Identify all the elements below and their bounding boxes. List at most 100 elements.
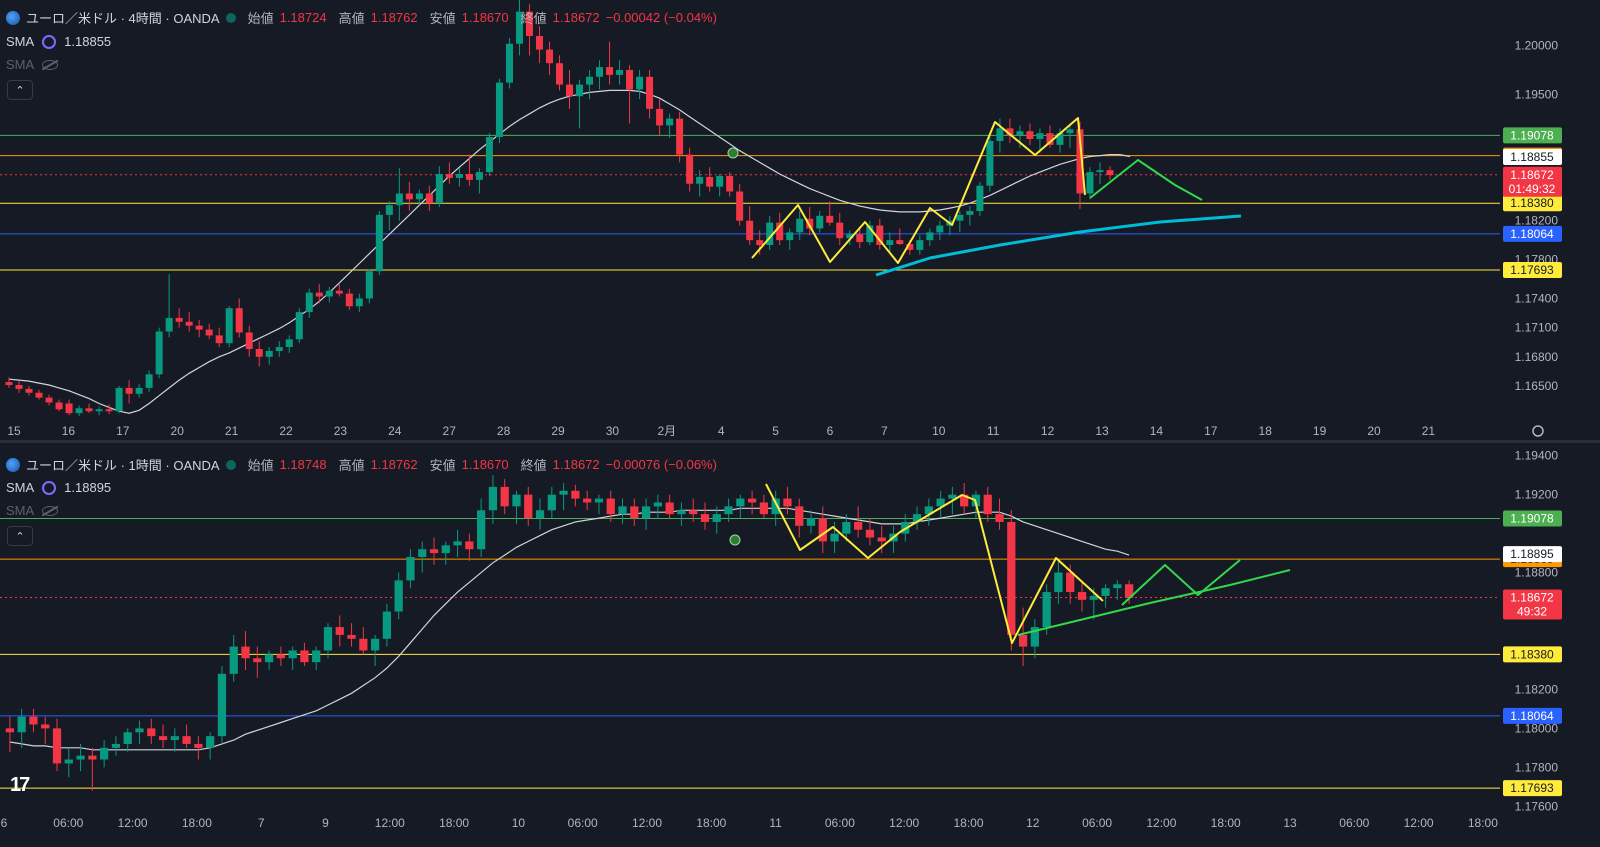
price-badge — [1503, 646, 1562, 663]
candle-body — [766, 222, 774, 245]
candle-body — [771, 498, 780, 515]
candle-body — [948, 494, 957, 499]
price-badge — [1503, 166, 1562, 197]
candle-body — [205, 329, 213, 336]
candle — [618, 498, 627, 524]
candle — [415, 189, 423, 206]
candle — [475, 168, 483, 194]
candle — [806, 207, 814, 236]
candle — [535, 26, 543, 64]
candle-body — [385, 205, 393, 215]
sma-value: 1.18855 — [64, 34, 112, 49]
candle-body — [135, 728, 144, 733]
candle — [165, 274, 173, 338]
candle — [85, 403, 93, 414]
sma-label: SMA — [6, 34, 35, 49]
symbol-title[interactable]: ユーロ／米ドル · 4時間 · OANDA — [26, 11, 220, 26]
candle-body — [776, 222, 784, 241]
candle-body — [29, 716, 38, 725]
x-tick-label: 18:00 — [1468, 816, 1498, 830]
candle — [100, 740, 109, 768]
candle — [395, 168, 403, 221]
sma2-indicator-top[interactable]: SMA — [6, 57, 59, 72]
candle — [856, 226, 864, 248]
high-value: 1.18762 — [370, 457, 418, 472]
sma-indicator-bottom[interactable]: SMA 1.18895 — [6, 480, 111, 495]
candle — [111, 736, 121, 756]
x-tick-label: 11 — [769, 816, 782, 830]
candle — [435, 166, 443, 208]
collapse-legend-button[interactable]: ⌃ — [7, 526, 33, 546]
candle-body — [312, 650, 321, 663]
x-tick-label: 20 — [1367, 424, 1381, 438]
x-tick-label: 18:00 — [696, 816, 726, 830]
candle — [796, 210, 804, 241]
event-marker-icon — [729, 534, 741, 546]
sma-settings-icon[interactable] — [42, 480, 57, 495]
x-tick-label: 11 — [987, 424, 1000, 438]
price-badge-label: 1.17693 — [1510, 263, 1554, 277]
price-badge-label: 1.18380 — [1510, 647, 1554, 661]
candle — [886, 232, 894, 252]
candle — [345, 288, 353, 311]
candle-body — [736, 191, 744, 221]
x-tick-label: 18 — [1259, 424, 1273, 438]
candle — [5, 716, 15, 752]
sma2-indicator-bottom[interactable]: SMA — [6, 503, 59, 518]
candle — [95, 406, 103, 416]
candle-body — [335, 290, 343, 294]
sma-indicator-top[interactable]: SMA 1.18855 — [6, 34, 111, 49]
candle — [194, 736, 203, 760]
candle-body — [41, 724, 50, 729]
candle — [253, 646, 262, 678]
candle — [29, 708, 38, 733]
candle-body — [155, 331, 163, 375]
candle — [759, 494, 769, 519]
candle — [145, 370, 153, 392]
x-tick-label: 06:00 — [825, 816, 855, 830]
settings-gear-icon[interactable] — [1532, 425, 1544, 437]
hidden-eye-icon[interactable] — [42, 59, 59, 70]
collapse-legend-button[interactable]: ⌃ — [7, 80, 33, 100]
candle — [926, 228, 934, 246]
candle — [846, 230, 854, 245]
candle-body — [17, 716, 26, 733]
candle-body — [255, 349, 263, 357]
candle — [877, 525, 886, 554]
sma-settings-icon[interactable] — [42, 34, 57, 49]
drawn-trendline-cyan — [875, 214, 1242, 277]
candle-body — [375, 214, 383, 272]
hidden-eye-icon[interactable] — [42, 505, 59, 516]
candle — [88, 747, 97, 791]
candle-body — [418, 549, 427, 557]
candle — [370, 634, 380, 667]
candle — [125, 380, 133, 404]
candle — [706, 167, 714, 192]
candle — [583, 490, 592, 511]
candle-body — [245, 332, 253, 350]
candle-body — [125, 387, 133, 394]
symbol-title[interactable]: ユーロ／米ドル · 1時間 · OANDA — [26, 458, 220, 473]
candle — [35, 389, 43, 400]
candle-body — [65, 403, 73, 414]
candle-body — [453, 541, 462, 546]
candle-body — [726, 175, 734, 192]
candle-body — [616, 70, 624, 75]
candle-body — [415, 193, 423, 200]
candle — [135, 384, 143, 398]
candle-body — [123, 732, 132, 744]
candle — [355, 293, 363, 313]
candle-body — [535, 35, 543, 50]
candle-body — [135, 387, 143, 394]
candle — [842, 514, 851, 542]
candle-body — [52, 728, 62, 764]
candle-body — [76, 755, 85, 760]
candle — [960, 483, 969, 515]
candle — [276, 646, 285, 667]
candle — [776, 212, 784, 245]
candle-body — [806, 518, 816, 526]
candle — [394, 572, 403, 620]
candle — [836, 212, 844, 245]
open-label: 始値 — [247, 458, 274, 473]
